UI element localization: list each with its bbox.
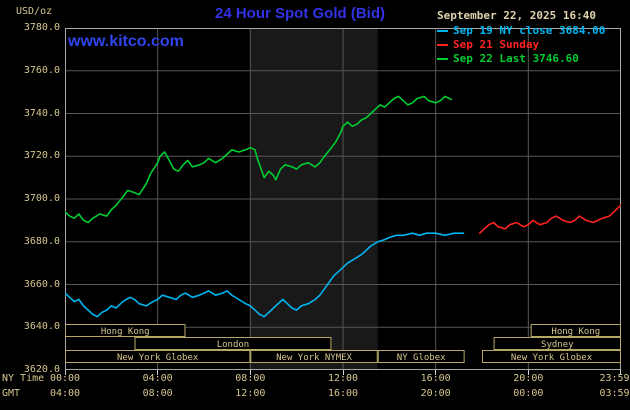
x-tick-mark [435, 370, 437, 375]
x-tick-label-gmt: 08:00 [142, 388, 173, 399]
y-tick-label: 3740.0 [23, 107, 60, 119]
x-tick-label-ny: 00:00 [49, 373, 81, 384]
legend-label: Sep 22 Last 3746.60 [453, 52, 579, 65]
x-tick-mark [249, 370, 251, 375]
x-tick-label-gmt: 20:00 [420, 388, 451, 399]
session-label: London [217, 340, 250, 350]
x-tick-label-ny: 23:59 [599, 373, 630, 384]
legend-dash-icon [437, 58, 448, 60]
x-tick-mark [157, 370, 159, 375]
x-tick-label-ny: 04:00 [142, 373, 173, 384]
x-tick-mark [64, 370, 66, 375]
series-line-sep-22-last [64, 95, 453, 224]
y-tick-label: 3780.0 [23, 22, 60, 33]
y-tick-label: 3720.0 [23, 150, 60, 162]
legend-label: Sep 21 Sunday [453, 38, 540, 51]
x-tick-label-ny: 08:00 [235, 373, 266, 384]
session-label: NY Globex [397, 353, 446, 363]
legend-dash-icon [437, 44, 448, 46]
chart-title: 24 Hour Spot Gold (Bid) [215, 5, 385, 22]
session-label: New York NYMEX [276, 353, 352, 363]
chart-datetime: September 22, 2025 16:40 [437, 9, 596, 22]
session-box [134, 337, 332, 350]
session-box [250, 350, 378, 363]
x-tick-label-gmt: 04:00 [49, 388, 81, 399]
series-line-sep-21-sunday [478, 204, 622, 234]
plot-area: Hong Kong Hong Kong London Sydney New York G… [64, 27, 622, 371]
y-tick-label: 3680.0 [23, 235, 60, 247]
y-tick-label: 3640.0 [23, 321, 60, 333]
y-tick-label: 3700.0 [23, 193, 60, 204]
x-tick-label-gmt: 03:59 [599, 388, 630, 399]
session-box [65, 350, 251, 363]
y-tick-label: 3620.0 [23, 364, 60, 375]
y-tick-label: 3760.0 [23, 64, 60, 76]
legend-dash-icon [437, 30, 448, 32]
chart-canvas: Hong Kong Hong Kong London Sydney New York G… [64, 27, 622, 371]
legend-entry: Sep 21 Sunday [437, 39, 605, 51]
x-tick-mark [620, 370, 622, 375]
session-box [482, 350, 621, 363]
session-label: Hong Kong [551, 327, 600, 337]
kitco-watermark-link[interactable]: www.kitco.com [68, 33, 184, 50]
legend: Sep 19 NY close 3684.00 Sep 21 Sunday Sep … [437, 25, 605, 65]
gmt-axis-label: GMT [2, 388, 21, 399]
x-tick-label-ny: 12:00 [327, 373, 359, 384]
x-tick-label-gmt: 00:00 [513, 388, 544, 399]
session-label: Sydney [541, 340, 574, 350]
x-tick-label-gmt: 16:00 [327, 388, 359, 399]
session-box [65, 324, 186, 337]
session-label: Hong Kong [101, 327, 150, 337]
session-box [377, 350, 465, 363]
session-label: New York Globex [511, 353, 593, 363]
legend-label: Sep 19 NY close 3684.00 [453, 24, 606, 37]
session-label: New York Globex [117, 353, 199, 363]
x-tick-mark [527, 370, 529, 375]
y-axis-unit-label: USD/oz [16, 6, 53, 17]
session-box [493, 337, 622, 350]
legend-entry: Sep 22 Last 3746.60 [437, 53, 605, 65]
series-line-sep-19-ny-close [64, 232, 465, 318]
y-tick-label: 3660.0 [23, 278, 60, 290]
x-tick-label-ny: 20:00 [513, 373, 544, 384]
session-box [530, 324, 621, 337]
x-tick-label-gmt: 12:00 [235, 388, 266, 399]
ny-time-axis-label: NY Time [2, 373, 45, 384]
plot-border [65, 28, 621, 370]
legend-entry: Sep 19 NY close 3684.00 [437, 25, 605, 37]
x-tick-mark [342, 370, 344, 375]
x-tick-label-ny: 16:00 [420, 373, 451, 384]
